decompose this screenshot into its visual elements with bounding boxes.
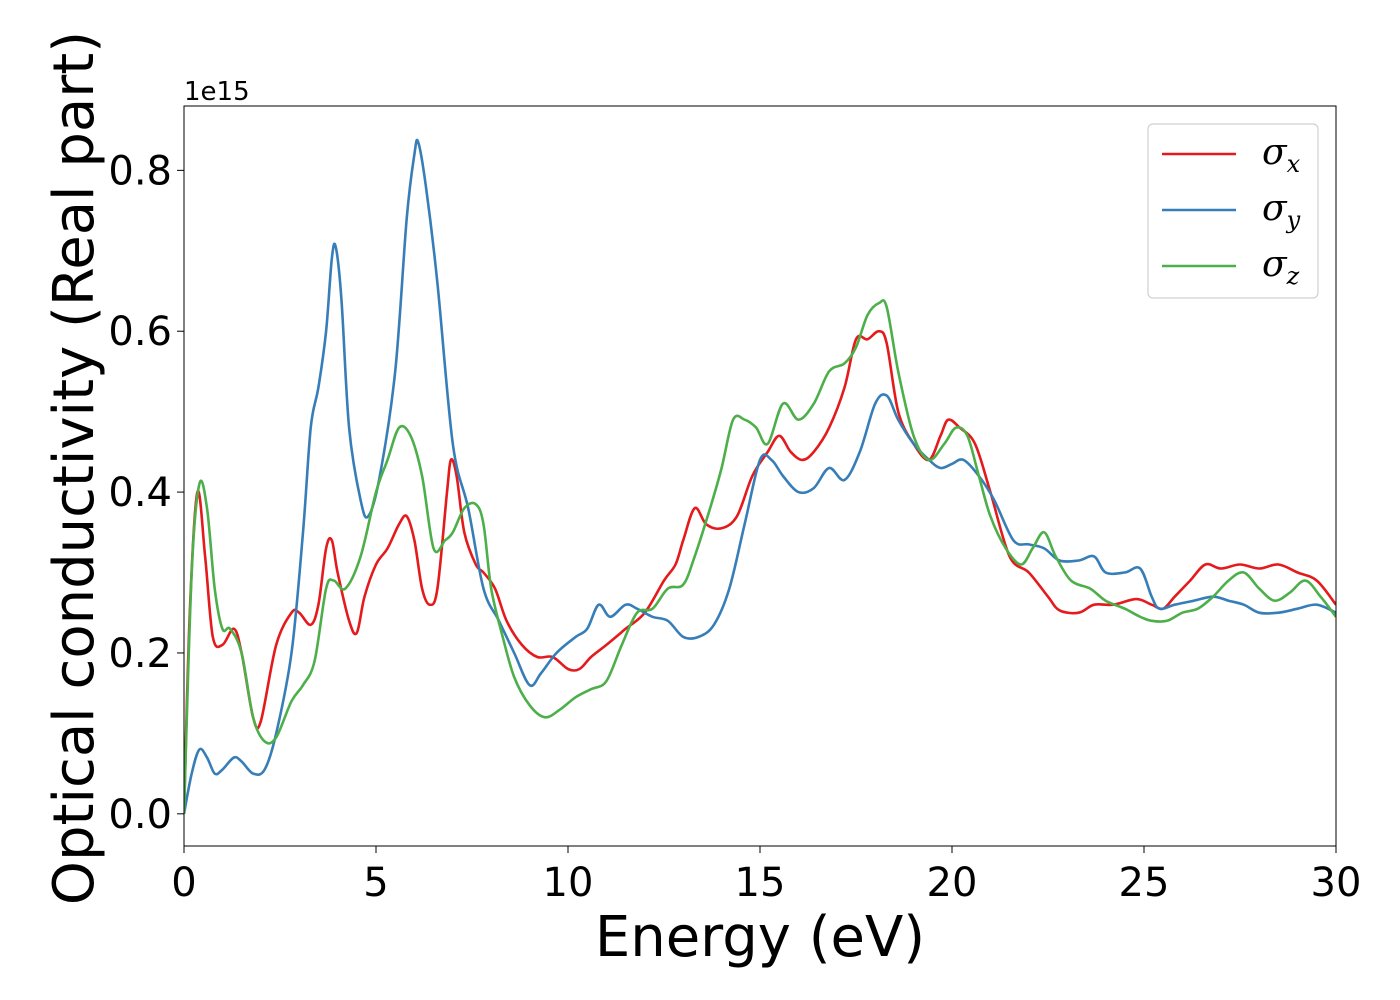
legend-label-x: σx [1262, 132, 1301, 178]
series-line-x [184, 329, 1336, 814]
legend-label-y: σy [1262, 188, 1301, 234]
x-tick-label: 5 [363, 860, 388, 906]
series-line-z [184, 298, 1336, 814]
y-tick-label: 0.4 [108, 470, 172, 516]
series-layer [184, 138, 1336, 815]
legend-symbol: σ [1262, 188, 1288, 229]
y-axis-label: Optical conductivity (Real part) [42, 31, 107, 905]
series-line-y [184, 138, 1336, 815]
x-tick-label: 0 [171, 860, 196, 906]
legend-subscript: y [1286, 206, 1301, 234]
legend-label-z: σz [1262, 244, 1300, 290]
y-tick-label: 0.8 [108, 148, 172, 194]
y-offset-label: 1e15 [184, 77, 250, 107]
x-tick-label: 15 [735, 860, 786, 906]
y-tick-label: 0.6 [108, 309, 172, 355]
x-tick-label: 10 [543, 860, 594, 906]
legend-symbol: σ [1262, 132, 1288, 173]
y-tick-label: 0.2 [108, 631, 172, 677]
legend-symbol: σ [1262, 244, 1288, 285]
x-axis-label: Energy (eV) [595, 905, 925, 970]
x-tick-label: 30 [1311, 860, 1362, 906]
y-axis: 0.0 0.2 0.4 0.6 0.8 [108, 148, 184, 838]
legend-subscript: z [1286, 262, 1300, 290]
x-tick-label: 20 [927, 860, 978, 906]
x-tick-label: 25 [1119, 860, 1170, 906]
y-tick-label: 0.0 [108, 792, 172, 838]
legend-subscript: x [1287, 150, 1301, 178]
x-axis: 0 5 10 15 20 25 30 [171, 846, 1361, 906]
